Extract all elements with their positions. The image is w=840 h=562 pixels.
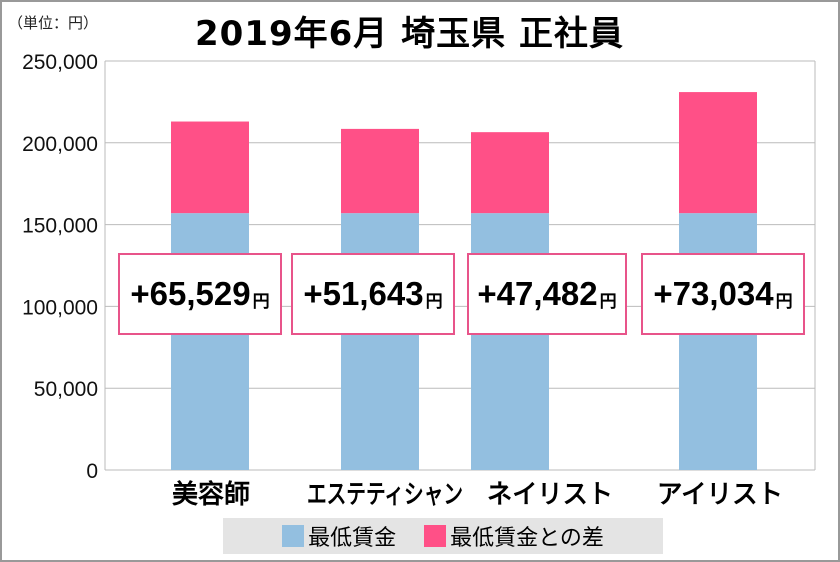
legend-item-min-wage: 最低賃金 bbox=[282, 520, 396, 552]
legend-swatch bbox=[424, 525, 447, 547]
chart-title: 2019年6月 埼玉県 正社員 bbox=[195, 14, 624, 54]
difference-value: +65,529 bbox=[130, 275, 251, 312]
legend-label: 最低賃金 bbox=[308, 526, 397, 551]
yen-unit: 円 bbox=[775, 291, 793, 311]
x-category-label: アイリスト bbox=[657, 480, 783, 510]
difference-data-label: +65,529 円 bbox=[118, 253, 282, 335]
yen-unit: 円 bbox=[252, 291, 270, 311]
unit-label: （単位：円） bbox=[8, 15, 99, 32]
difference-data-label: +47,482 円 bbox=[467, 253, 627, 335]
bar-difference bbox=[679, 92, 757, 214]
bar-difference bbox=[341, 128, 419, 214]
difference-value: +73,034 bbox=[653, 275, 774, 312]
yen-unit: 円 bbox=[425, 291, 443, 311]
bar-min-wage bbox=[341, 213, 419, 470]
difference-value: +47,482 bbox=[477, 275, 598, 312]
x-category-label: エステティシャン bbox=[307, 480, 463, 510]
bar-min-wage bbox=[171, 213, 249, 470]
bar-min-wage bbox=[471, 213, 549, 470]
x-category-label: ネイリスト bbox=[487, 480, 613, 510]
legend: 最低賃金 最低賃金との差 bbox=[223, 518, 663, 554]
y-tick-label: 250,000 bbox=[22, 51, 98, 74]
difference-data-label: +73,034 円 bbox=[641, 253, 805, 335]
y-tick-label: 100,000 bbox=[22, 296, 98, 319]
difference-value: +51,643 bbox=[303, 275, 424, 312]
legend-swatch bbox=[282, 525, 305, 547]
legend-item-difference: 最低賃金との差 bbox=[424, 520, 604, 552]
y-tick-label: 200,000 bbox=[22, 133, 98, 156]
bar-difference bbox=[471, 132, 549, 214]
yen-unit: 円 bbox=[599, 291, 617, 311]
difference-data-label: +51,643 円 bbox=[291, 253, 455, 335]
x-category-label: 美容師 bbox=[172, 479, 250, 510]
y-tick-label: 50,000 bbox=[34, 378, 98, 401]
bar-difference bbox=[171, 121, 249, 214]
y-tick-label: 150,000 bbox=[22, 215, 98, 238]
y-tick-label: 0 bbox=[86, 460, 98, 483]
bar-min-wage bbox=[679, 213, 757, 470]
legend-label: 最低賃金との差 bbox=[450, 526, 604, 551]
